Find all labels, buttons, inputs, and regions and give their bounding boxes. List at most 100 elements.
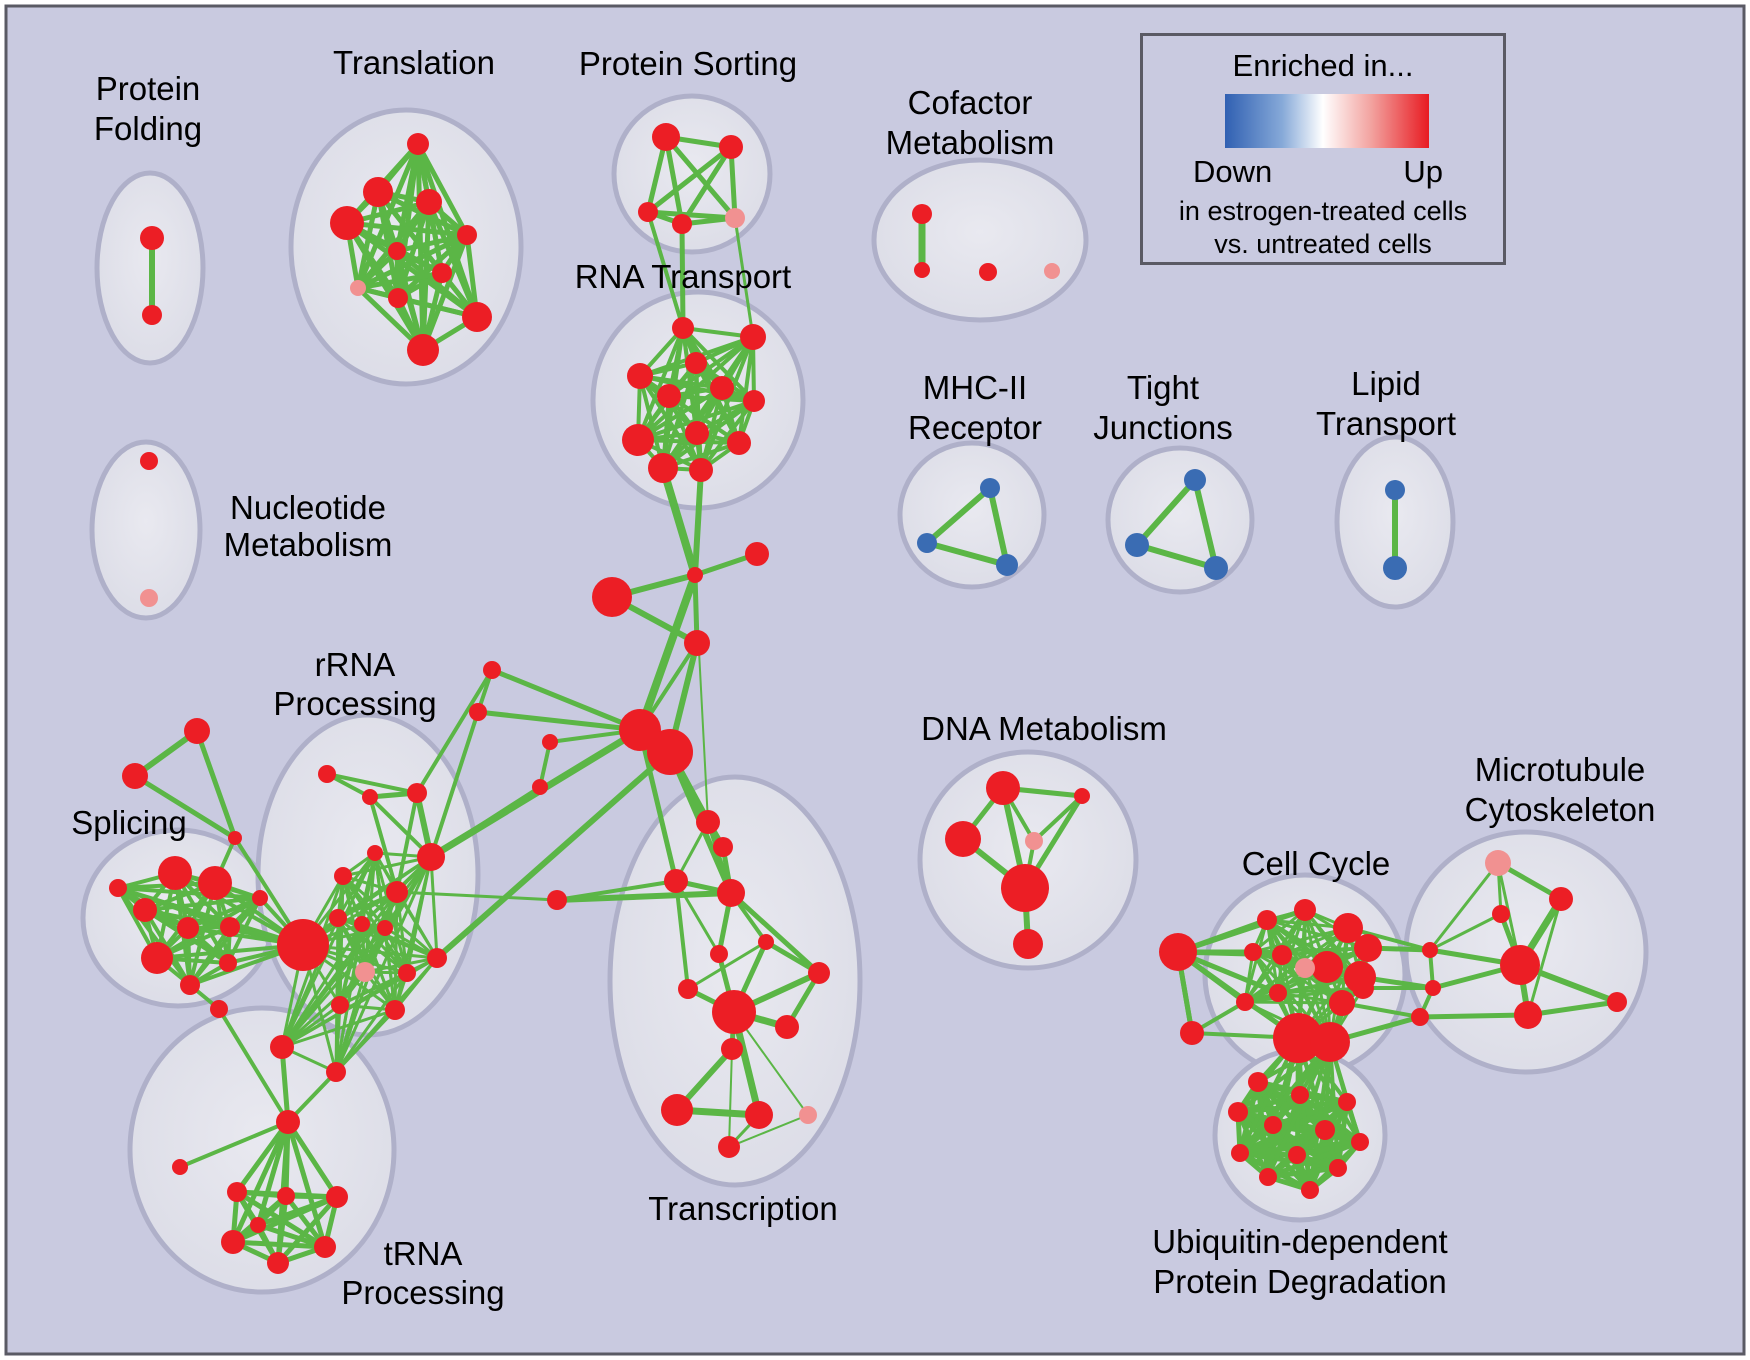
node-ps2 <box>719 135 743 159</box>
node-tx12 <box>661 1094 693 1126</box>
node-tx8 <box>678 979 698 999</box>
node-ub2 <box>1291 1086 1309 1104</box>
edge <box>679 221 686 331</box>
node-d5 <box>1001 864 1049 912</box>
edge <box>638 374 703 472</box>
node-cf4 <box>1044 263 1060 279</box>
node-cc11 <box>1329 990 1355 1016</box>
node-m1 <box>980 478 1000 498</box>
node-tx13 <box>745 1101 773 1129</box>
cluster-ellipse-2 <box>611 93 773 255</box>
cluster-label-mhc-ii-receptor: MHC-II Receptor <box>908 369 1042 446</box>
node-mc3 <box>1514 1001 1542 1029</box>
node-tr_top <box>210 1000 228 1018</box>
edge <box>1308 1040 1332 1192</box>
node-t7 <box>432 263 452 283</box>
node-tr7 <box>250 1217 266 1233</box>
edge <box>415 668 494 795</box>
node-nd_b <box>469 703 487 721</box>
edge <box>1134 477 1198 548</box>
edge <box>659 464 699 579</box>
cluster-label-transcription: Transcription <box>648 1190 838 1227</box>
node-cf3 <box>979 263 997 281</box>
edge <box>1276 986 1365 995</box>
node-sp_b <box>122 763 148 789</box>
node-s3 <box>133 898 157 922</box>
node-r2 <box>362 789 378 805</box>
node-rt10 <box>622 424 654 456</box>
cluster-label-trna-processing: tRNA Processing <box>341 1235 504 1311</box>
edge <box>733 216 755 339</box>
node-ov1 <box>1422 942 1438 958</box>
node-cc_big2 <box>1310 1022 1350 1062</box>
edge <box>1192 477 1219 571</box>
node-s4 <box>177 917 199 939</box>
node-rt4 <box>627 363 653 389</box>
node-s7 <box>180 975 200 995</box>
node-tx5 <box>758 934 774 950</box>
edge <box>1328 1040 1340 1170</box>
edge <box>1525 999 1620 1018</box>
node-r7 <box>386 881 408 903</box>
edge <box>395 890 439 960</box>
node-ub9 <box>1288 1146 1306 1164</box>
node-rt3 <box>685 352 707 374</box>
node-tr3 <box>326 1186 348 1208</box>
edge <box>646 210 685 330</box>
legend-caption-line2: vs. untreated cells <box>1214 229 1432 259</box>
legend-caption-line1: in estrogen-treated cells <box>1178 196 1468 226</box>
node-rt1 <box>672 317 694 339</box>
node-d3 <box>945 821 981 857</box>
edge <box>116 886 230 965</box>
node-ub4 <box>1228 1102 1248 1122</box>
edge <box>681 326 756 403</box>
node-r17 <box>326 1062 346 1082</box>
edge <box>1266 1040 1332 1179</box>
edge <box>285 1119 340 1200</box>
node-cc5 <box>1244 943 1262 961</box>
edge <box>554 890 734 903</box>
node-tx4 <box>717 879 745 907</box>
node-cc2 <box>1294 899 1316 921</box>
node-ub7 <box>1351 1133 1369 1151</box>
edge <box>1526 897 1563 1017</box>
cluster-label-tight-junctions: Tight Junctions <box>1093 369 1232 446</box>
edge <box>280 926 387 1049</box>
node-cn_s1 <box>542 734 558 750</box>
node-r13 <box>427 948 447 968</box>
cluster-label-cofactor-metabolism: Cofactor Metabolism <box>886 84 1055 161</box>
node-lp2 <box>1383 556 1407 580</box>
edge <box>434 749 673 961</box>
node-tr_iso <box>172 1159 188 1175</box>
edge <box>692 467 704 578</box>
node-cc9 <box>1236 993 1254 1011</box>
edge <box>395 890 409 975</box>
node-ub6 <box>1315 1120 1335 1140</box>
node-mc1 <box>1549 887 1573 911</box>
edge <box>334 1003 342 1074</box>
cluster-ellipse-4 <box>871 157 1089 323</box>
edge <box>116 886 305 947</box>
node-t4 <box>330 206 364 240</box>
node-tx14 <box>799 1106 817 1124</box>
edge <box>217 1007 290 1124</box>
legend: Enriched in... Down Up in estrogen-treat… <box>1140 33 1506 265</box>
legend-down-label: Down <box>1193 154 1273 189</box>
node-cc4 <box>1354 934 1382 962</box>
node-r15 <box>385 1000 405 1020</box>
edge <box>178 1120 290 1169</box>
node-nu1 <box>140 452 158 470</box>
edge <box>674 879 690 991</box>
node-d1 <box>986 771 1020 805</box>
edge <box>667 394 741 445</box>
node-mc_pink <box>1485 850 1511 876</box>
node-tx11 <box>721 1038 743 1060</box>
node-mc4 <box>1607 992 1627 1012</box>
node-ov2 <box>1425 980 1441 996</box>
node-rt7 <box>657 384 681 408</box>
edge <box>489 667 643 733</box>
node-t8 <box>350 280 366 296</box>
edge <box>226 896 262 965</box>
edge <box>395 791 419 894</box>
edge <box>636 438 741 445</box>
